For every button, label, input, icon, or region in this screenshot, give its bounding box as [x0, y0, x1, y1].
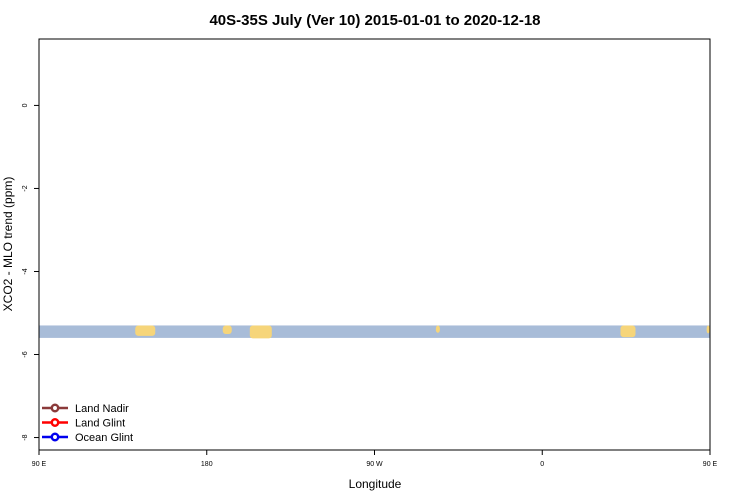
land-patch [620, 325, 636, 338]
land-ocean-band [39, 325, 710, 339]
y-axis-label: XCO2 - MLO trend (ppm) [1, 177, 15, 312]
legend-marker [50, 432, 60, 442]
legend-label: Ocean Glint [75, 432, 133, 444]
legend-label: Land Nadir [75, 403, 129, 415]
x-tick-label: 90 W [366, 461, 383, 468]
y-axis-ticks: 0 -2 -4 -6 -8 [22, 103, 39, 441]
land-patch [222, 325, 232, 335]
land-patch [135, 325, 156, 336]
plot-frame [38, 38, 711, 451]
ocean-band [39, 325, 710, 338]
legend: Land Nadir Land Glint Ocean Glint [40, 398, 145, 448]
land-patch [706, 325, 710, 334]
y-tick-label: 0 [22, 103, 29, 107]
y-tick-label: -4 [22, 268, 29, 274]
land-patch [435, 325, 440, 333]
x-tick-label: 90 E [32, 461, 47, 468]
legend-marker [50, 418, 60, 427]
land-patch [249, 325, 272, 339]
x-tick-label: 180 [201, 461, 213, 468]
x-axis-ticks: 90 E 180 90 W 0 90 E [32, 450, 718, 468]
y-tick-label: -8 [22, 434, 29, 440]
legend-label: Land Glint [75, 418, 125, 430]
x-tick-label: 90 E [703, 461, 718, 468]
y-tick-label: -2 [22, 185, 29, 191]
legend-marker [50, 403, 60, 413]
chart-title: 40S-35S July (Ver 10) 2015-01-01 to 2020… [209, 12, 540, 29]
y-tick-label: -6 [22, 351, 29, 357]
x-tick-label: 0 [540, 461, 544, 468]
x-axis-label: Longitude [349, 477, 402, 491]
